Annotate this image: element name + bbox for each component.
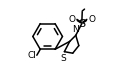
Text: S: S: [61, 54, 66, 63]
Text: S: S: [78, 19, 85, 29]
Text: O: O: [68, 15, 75, 24]
Text: N: N: [72, 25, 79, 34]
Text: Cl: Cl: [28, 51, 36, 60]
Text: O: O: [88, 15, 95, 24]
